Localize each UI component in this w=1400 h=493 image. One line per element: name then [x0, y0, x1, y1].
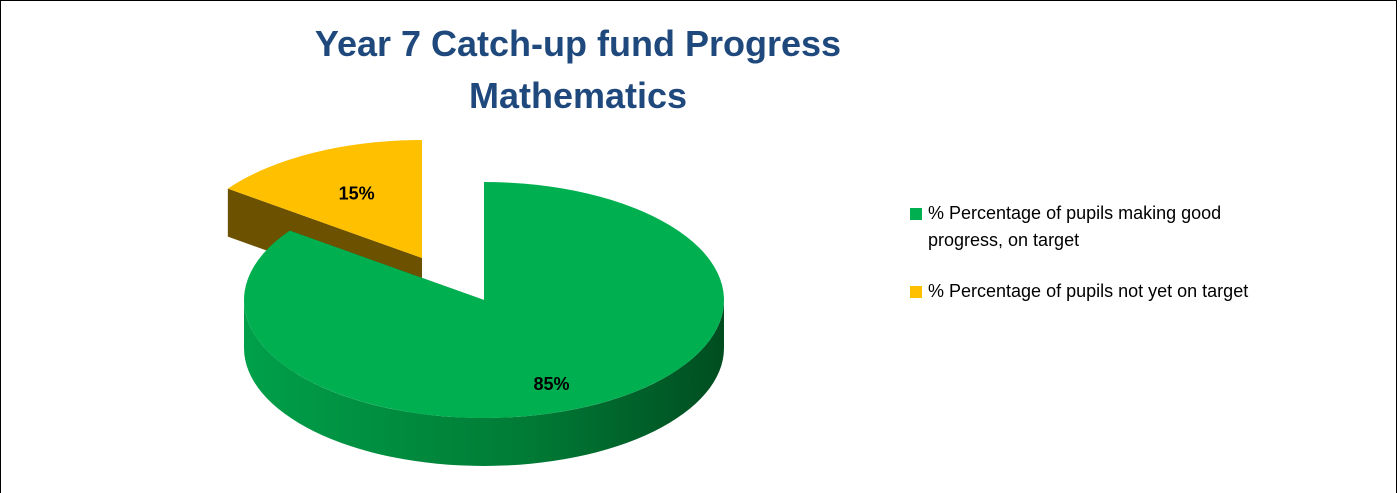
data-label: 85% [534, 374, 570, 394]
slice-top [243, 182, 724, 419]
data-label: 15% [339, 184, 375, 204]
legend: % Percentage of pupils making good progr… [910, 200, 1380, 329]
legend-label: % Percentage of pupils not yet on target [928, 281, 1249, 301]
legend-swatch [910, 208, 922, 220]
chart-title: Year 7 Catch-up fund Progress Mathematic… [314, 23, 842, 116]
legend-item: % Percentage of pupils not yet on target [910, 278, 1298, 305]
slice-top [227, 140, 422, 258]
pie-slice: 85% [243, 182, 724, 466]
legend-item: % Percentage of pupils making good progr… [910, 200, 1298, 254]
legend-label: % Percentage of pupils making good progr… [928, 203, 1222, 250]
slice-side [244, 300, 724, 466]
legend-swatch [910, 286, 922, 298]
